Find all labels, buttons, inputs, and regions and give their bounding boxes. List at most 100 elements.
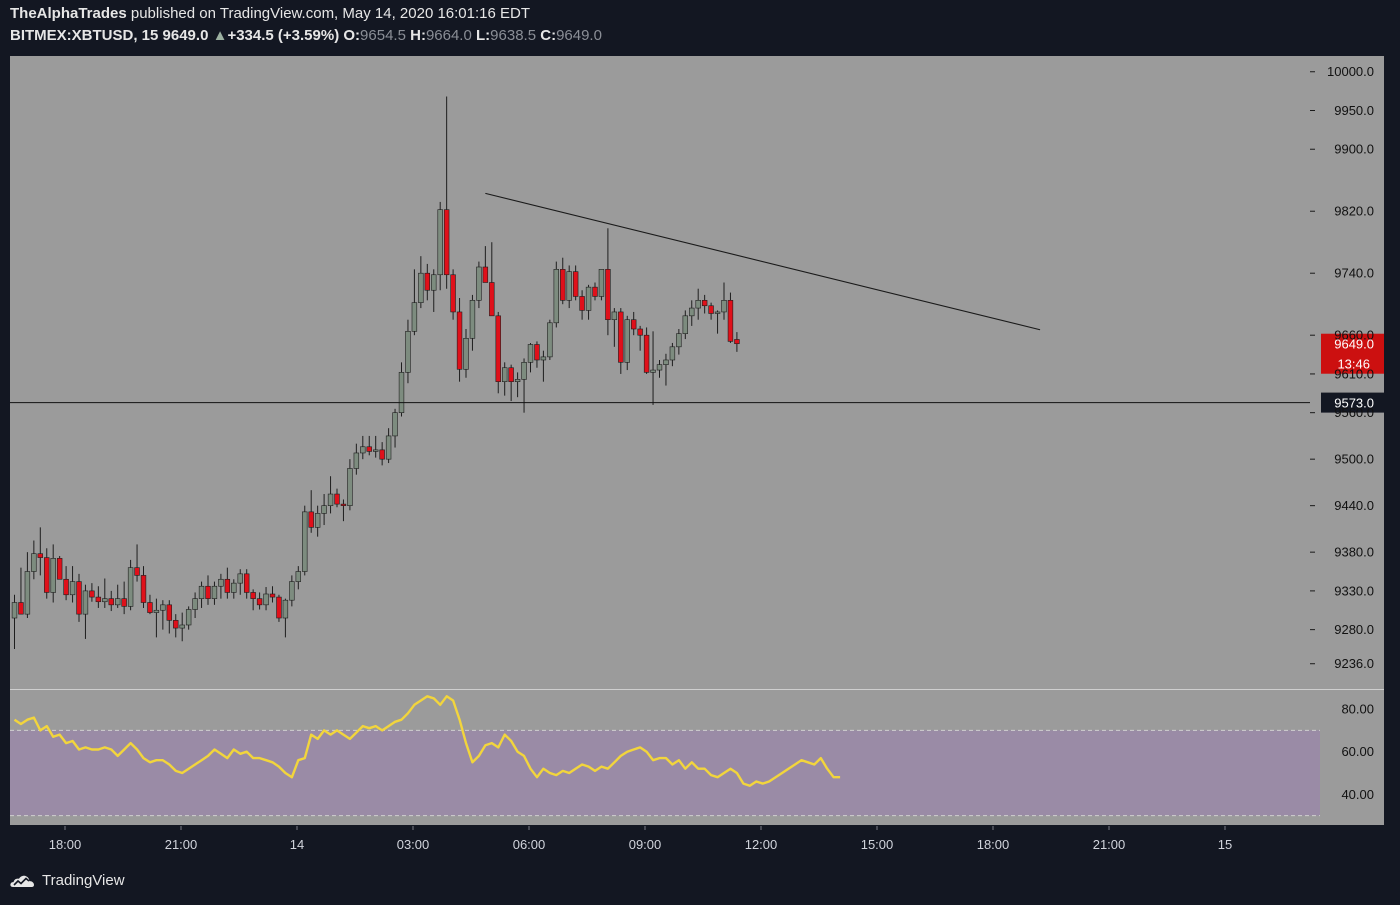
price-tick-label: 10000.0	[1327, 64, 1374, 79]
candle-up	[611, 308, 618, 347]
candle-up	[437, 201, 443, 291]
candle-body	[366, 446, 372, 452]
candle-body	[115, 598, 121, 606]
candle-body	[669, 346, 676, 361]
candle-down	[173, 614, 179, 638]
candle-body	[295, 571, 301, 582]
candle-body	[153, 609, 160, 613]
candle-down	[56, 556, 63, 580]
candle-body	[82, 590, 89, 615]
symbol-name[interactable]: BITMEX:XBTUSD, 15	[10, 27, 159, 44]
support-price-tag	[1321, 392, 1384, 413]
candle-up	[663, 353, 669, 386]
candle-down	[605, 228, 611, 336]
time-tick-label: 15	[1218, 837, 1232, 852]
candle-body	[11, 602, 18, 619]
candle-body	[482, 266, 489, 283]
candle-body	[663, 359, 669, 365]
price-tick-label: 9740.0	[1334, 266, 1374, 281]
candle-body	[347, 468, 353, 506]
open-value: 9654.5	[360, 27, 406, 44]
candle-up	[192, 592, 198, 619]
candle-down	[727, 292, 734, 343]
low-value: 9638.5	[490, 27, 537, 44]
candle-up	[624, 315, 630, 371]
open-label: O:	[343, 27, 361, 44]
candle-up	[372, 435, 379, 458]
price-tick-label: 9950.0	[1334, 103, 1374, 118]
rsi-indicator: 80.00 60.00 40.00	[10, 695, 1374, 817]
candle-body	[50, 558, 56, 593]
candle-up	[160, 600, 166, 630]
candle-body	[353, 452, 360, 469]
candle-body	[392, 412, 398, 437]
candle-up	[553, 261, 560, 328]
candle-body	[89, 590, 95, 598]
price-tick-label: 9900.0	[1334, 142, 1374, 157]
candle-body	[379, 449, 385, 460]
footer: TradingView	[10, 871, 125, 889]
candle-body	[250, 592, 256, 599]
candle-body	[327, 493, 334, 506]
high-value: 9664.0	[425, 27, 472, 44]
candle-up	[585, 284, 592, 320]
current-price-label: 9649.0	[1334, 337, 1374, 352]
time-tick-label: 18:00	[49, 837, 82, 852]
candle-down	[489, 242, 495, 317]
candle-down	[308, 490, 314, 533]
candle-up	[695, 288, 701, 320]
candle-down	[592, 282, 598, 301]
candle-body	[553, 269, 560, 324]
candle-up	[676, 328, 682, 355]
candle-body	[708, 305, 714, 314]
chart-overlays: 9573.0 9649.0 13:46	[10, 192, 1384, 413]
candle-body	[592, 286, 598, 297]
candle-up	[476, 261, 482, 309]
candle-up	[115, 584, 121, 608]
candle-down	[276, 594, 282, 622]
candle-body	[108, 598, 114, 606]
candle-down	[244, 569, 250, 599]
candle-down	[424, 263, 430, 301]
candle-down	[456, 298, 463, 382]
candle-body	[734, 339, 740, 345]
candle-up	[327, 476, 334, 514]
candle-body	[534, 344, 540, 361]
candle-body	[650, 369, 656, 373]
candle-body	[656, 364, 663, 371]
candle-body	[134, 567, 140, 576]
candle-down	[572, 265, 579, 301]
price-axis-labels: 10000.0 9950.0 9900.0 9820.0 9740.0 9660.0 961…	[1310, 64, 1374, 671]
candle-down	[630, 311, 637, 336]
candle-body	[121, 598, 127, 607]
candle-up	[398, 362, 405, 417]
candle-body	[450, 274, 456, 313]
candle-body	[443, 209, 450, 276]
candle-up	[289, 575, 295, 607]
resistance-trendline[interactable]	[485, 192, 1041, 331]
candlestick-chart[interactable]: 9573.0 9649.0 13:46 10000.0 9950.0 9900.0 982…	[0, 0, 1400, 860]
candle-body	[469, 300, 476, 339]
candle-down	[450, 269, 456, 320]
candle-down	[205, 575, 211, 605]
candle-up	[721, 282, 727, 320]
candle-body	[37, 553, 44, 558]
candle-down	[340, 499, 347, 522]
candle-body	[205, 585, 211, 599]
candle-up	[418, 256, 424, 309]
time-tick-label: 03:00	[397, 837, 430, 852]
rsi-tick-label: 60.00	[1341, 744, 1374, 759]
candle-up	[650, 331, 656, 405]
candle-body	[431, 274, 437, 291]
price-tick-label: 9560.0	[1334, 405, 1374, 420]
publish-info: TheAlphaTrades published on TradingView.…	[10, 5, 530, 22]
candle-body	[360, 446, 366, 454]
candle-body	[495, 315, 501, 382]
candle-body	[630, 319, 637, 330]
candle-up	[566, 265, 572, 309]
candle-down	[108, 590, 114, 612]
rsi-tick-label: 80.00	[1341, 702, 1374, 717]
candle-up	[514, 372, 521, 398]
candle-body	[701, 300, 708, 307]
candle-body	[579, 296, 585, 311]
